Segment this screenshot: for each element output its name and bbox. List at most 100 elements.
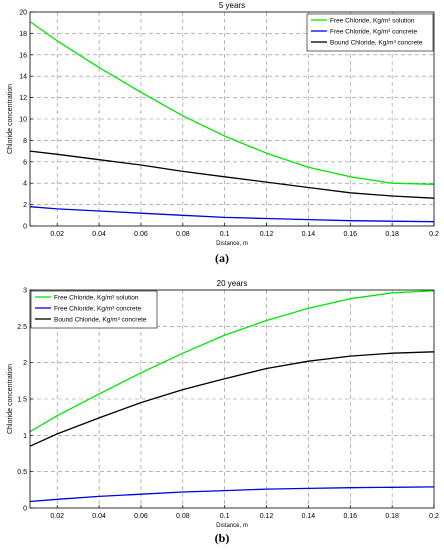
series-2-point xyxy=(57,499,58,500)
x-tick-label: 0.12 xyxy=(260,231,274,238)
series-3-point xyxy=(140,164,141,165)
y-tick-label: 1.5 xyxy=(17,397,27,404)
x-tick-label: 0.04 xyxy=(92,231,106,238)
legend-box xyxy=(306,13,434,52)
series-3-point xyxy=(57,154,58,155)
y-tick-label: 1 xyxy=(23,433,27,440)
series-line-1 xyxy=(29,290,435,433)
series-2-point xyxy=(98,496,99,497)
x-tick-label: 0.14 xyxy=(302,513,316,520)
series-1-point xyxy=(182,115,183,116)
series-1-point xyxy=(266,320,267,321)
y-axis-label: Chloride concentration xyxy=(7,84,14,154)
series-3-point xyxy=(266,368,267,369)
axes-box xyxy=(29,11,435,227)
x-axis-label: Distance, m xyxy=(216,523,248,529)
caption-b: (b) xyxy=(214,531,230,545)
series-1-point xyxy=(308,308,309,309)
x-tick-label: 0.08 xyxy=(176,231,190,238)
series-2-point xyxy=(140,213,141,214)
series-2-point xyxy=(224,217,225,218)
series-1-point xyxy=(266,153,267,154)
x-tick-label: 0.16 xyxy=(343,513,357,520)
series-1-point xyxy=(182,353,183,354)
y-tick-label: 18 xyxy=(19,31,27,38)
series-1-point xyxy=(57,40,58,41)
series-3-point xyxy=(350,356,351,357)
x-tick-label: 0.02 xyxy=(50,231,64,238)
series-2-point xyxy=(182,491,183,492)
series-2-point xyxy=(392,221,393,222)
y-tick-label: 2.5 xyxy=(17,324,27,331)
y-tick-label: 6 xyxy=(23,159,27,166)
x-tick-label: 0.06 xyxy=(134,231,148,238)
series-1-point xyxy=(392,183,393,184)
chart-title: 20 years xyxy=(217,279,248,288)
series-3-point xyxy=(182,171,183,172)
series-2-point xyxy=(224,490,225,491)
series-1-point xyxy=(98,393,99,394)
y-tick-label: 0 xyxy=(23,506,27,513)
x-tick-label: 0.18 xyxy=(385,513,399,520)
series-3-point xyxy=(224,176,225,177)
y-tick-label: 12 xyxy=(19,95,27,102)
series-3-point xyxy=(57,433,58,434)
series-3-point xyxy=(182,389,183,390)
series-3-point xyxy=(350,192,351,193)
y-axis-label: Chloride concentration xyxy=(7,364,14,434)
series-2-point xyxy=(266,218,267,219)
series-2-point xyxy=(350,487,351,488)
y-tick-label: 0.5 xyxy=(17,469,27,476)
series-3-point xyxy=(98,417,99,418)
x-tick-label: 0.16 xyxy=(343,231,357,238)
series-3-point xyxy=(308,187,309,188)
legend-entry-1: Free Chloride, Kg/m³ solution xyxy=(330,18,415,25)
series-1-point xyxy=(350,298,351,299)
series-1-point xyxy=(98,67,99,68)
x-tick-label: 0.14 xyxy=(302,231,316,238)
series-1-point xyxy=(308,167,309,168)
legend-box xyxy=(30,290,158,329)
caption-a: (a) xyxy=(215,251,229,265)
series-2-point xyxy=(98,210,99,211)
series-3-point xyxy=(266,182,267,183)
x-tick-label: 0.1 xyxy=(220,231,230,238)
series-3-point xyxy=(392,353,393,354)
series-line-3 xyxy=(29,351,435,447)
series-line-2 xyxy=(29,206,435,223)
series-line-2 xyxy=(29,486,435,503)
series-2-point xyxy=(266,489,267,490)
x-tick-label: 0.1 xyxy=(220,513,230,520)
x-tick-label: 0.04 xyxy=(92,513,106,520)
series-line-1 xyxy=(29,21,435,185)
x-tick-label: 0.08 xyxy=(176,513,190,520)
x-tick-label: 0.18 xyxy=(385,231,399,238)
legend-entry-1: Free Chloride, Kg/m³ solution xyxy=(54,295,139,302)
series-2-point xyxy=(57,208,58,209)
series-1-point xyxy=(224,136,225,137)
series-1-point xyxy=(224,334,225,335)
y-tick-label: 0 xyxy=(23,224,27,231)
x-tick-label: 0.06 xyxy=(134,513,148,520)
y-tick-label: 2 xyxy=(23,360,27,367)
y-tick-label: 20 xyxy=(19,10,27,17)
legend-entry-3: Bound Chloride, Kg/m³ concrete xyxy=(330,40,423,47)
series-line-3 xyxy=(29,150,435,199)
x-axis-label: Distance, m xyxy=(216,241,248,247)
series-2-point xyxy=(350,220,351,221)
series-1-point xyxy=(350,176,351,177)
series-1-point xyxy=(140,372,141,373)
chart-a: 5 years 0.02 0.04 0.06 0.08 0.1 0.12 0.14 0.16 0.… xyxy=(7,1,439,247)
y-tick-label: 4 xyxy=(23,181,27,188)
legend-entry-2: Free Chloride, Kg/m³ concrete xyxy=(54,306,141,313)
series-3-point xyxy=(98,159,99,160)
x-tick-label: 0.12 xyxy=(260,513,274,520)
series-3-point xyxy=(308,361,309,362)
series-3-point xyxy=(392,195,393,196)
y-tick-label: 16 xyxy=(19,52,27,59)
y-tick-label: 2 xyxy=(23,202,27,209)
x-tick-label: 0.02 xyxy=(50,513,64,520)
chart-b: 20 years 0.02 0.04 0.06 0.08 0.1 0.12 0.14 0.16 0… xyxy=(7,279,439,529)
chart-title: 5 years xyxy=(219,1,245,10)
